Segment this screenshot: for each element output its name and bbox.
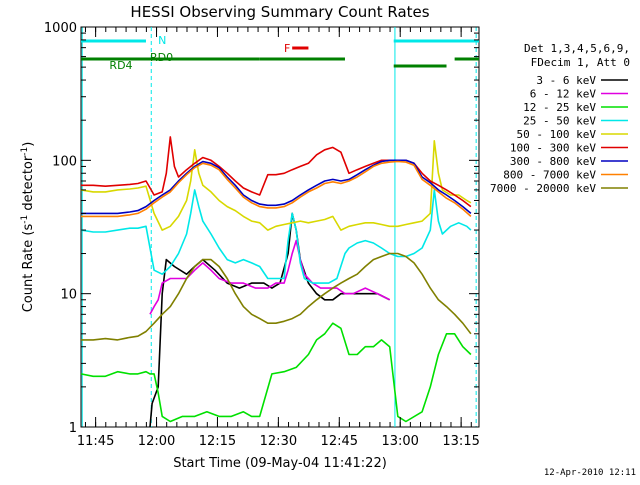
x-axis-label: Start Time (09-May-04 11:41:22)	[173, 456, 387, 471]
status-label: F	[284, 42, 290, 55]
legend-label: 25 - 50 keV	[523, 115, 596, 128]
series-line	[81, 252, 472, 341]
x-tick-label: 11:45	[77, 434, 114, 449]
series-line	[80, 322, 472, 423]
y-tick-label: 100	[52, 154, 77, 169]
x-tick-label: 12:45	[321, 434, 358, 449]
plot-border	[80, 26, 480, 428]
plot-area	[80, 26, 480, 428]
x-tick-label: 12:30	[260, 434, 297, 449]
series-line	[81, 160, 472, 218]
legend-label: 12 - 25 keV	[523, 101, 596, 114]
axes: 1 10 100 1000 11:45 12:00 12:15 12:30 12:45 13:00…	[44, 21, 480, 449]
annotations: N F RD0 RD4	[81, 27, 479, 427]
x-tick-label: 12:00	[138, 434, 175, 449]
y-axis-label: Count Rate (s-1 detector-1)	[20, 142, 36, 313]
status-label: N	[158, 34, 166, 47]
legend-header-2: FDecim 1, Att 0	[531, 56, 630, 69]
legend-label: 300 - 800 keV	[510, 155, 596, 168]
series-line	[81, 136, 472, 208]
legend-label: 6 - 12 keV	[530, 88, 597, 101]
legend-header-1: Det 1,3,4,5,6,9,	[524, 42, 630, 55]
y-axis-label-mid: detector	[21, 155, 36, 215]
chart-title: HESSI Observing Summary Count Rates	[130, 3, 429, 21]
legend-label: 50 - 100 keV	[517, 128, 597, 141]
status-label: RD4	[109, 59, 132, 72]
y-tick-label: 1	[69, 421, 77, 436]
legend-label: 3 - 6 keV	[536, 74, 596, 87]
x-tick-label: 13:15	[442, 434, 479, 449]
legend-label: 100 - 300 keV	[510, 142, 596, 155]
series-line	[149, 212, 391, 428]
y-tick-label: 1000	[44, 21, 77, 36]
legend-label: 7000 - 20000 keV	[490, 182, 596, 195]
series-line	[81, 159, 472, 215]
series-line	[80, 140, 472, 231]
status-label: RD0	[150, 51, 173, 64]
y-axis-label-sup2: -1	[20, 147, 30, 156]
y-tick-label: 10	[60, 288, 77, 303]
y-axis-label-end: )	[21, 142, 36, 147]
series-line	[149, 239, 391, 315]
series-line	[80, 189, 472, 284]
series-group	[80, 136, 472, 428]
x-tick-label: 13:00	[381, 434, 418, 449]
y-axis-label-sup1: -1	[20, 215, 30, 224]
x-tick-label: 12:15	[199, 434, 236, 449]
legend-label: 800 - 7000 keV	[503, 169, 596, 182]
footer-timestamp: 12-Apr-2010 12:11	[544, 468, 636, 478]
y-axis-label-main: Count Rate (s	[21, 224, 36, 313]
legend: Det 1,3,4,5,6,9, FDecim 1, Att 0 3 - 6 k…	[490, 42, 630, 195]
